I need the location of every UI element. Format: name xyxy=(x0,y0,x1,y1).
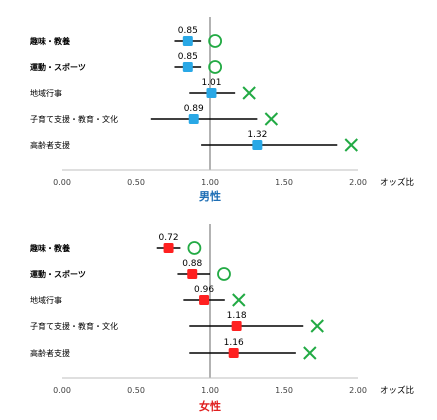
point-estimate-marker xyxy=(252,140,263,150)
x-tick-label: 0.50 xyxy=(127,178,145,187)
x-tick-label: 2.00 xyxy=(349,386,367,395)
category-label: 趣味・教養 xyxy=(29,36,70,46)
data-label: 0.85 xyxy=(178,26,198,36)
x-tick-label: 2.00 xyxy=(349,178,367,187)
category-label: 運動・スポーツ xyxy=(30,269,86,279)
data-label: 0.89 xyxy=(184,104,204,114)
significance-circle-mark xyxy=(217,267,231,281)
significance-circle-mark xyxy=(187,241,202,255)
point-estimate-marker xyxy=(163,243,174,253)
data-label: 0.72 xyxy=(159,233,179,243)
data-label: 0.96 xyxy=(194,285,214,295)
category-label: 高齢者支援 xyxy=(30,140,70,150)
point-estimate-marker xyxy=(231,321,242,331)
point-estimate-marker xyxy=(182,62,193,72)
category-label: 高齢者支援 xyxy=(30,348,70,358)
x-axis-label: オッズ比 xyxy=(380,177,414,188)
significance-cross-mark xyxy=(264,112,279,126)
category-label: 地域行事 xyxy=(30,295,62,305)
x-tick-label: 1.50 xyxy=(275,386,293,395)
significance-cross-mark xyxy=(303,346,317,360)
data-label: 0.88 xyxy=(182,259,202,269)
category-label: 運動・スポーツ xyxy=(30,62,86,72)
significance-cross-mark xyxy=(232,293,246,307)
category-label: 地域行事 xyxy=(30,88,62,98)
category-label: 子育て支援・教育・文化 xyxy=(30,114,118,124)
data-label: 1.16 xyxy=(224,338,244,348)
significance-circle-mark xyxy=(208,60,223,74)
x-tick-label: 0.00 xyxy=(53,178,71,187)
data-label: 1.01 xyxy=(201,78,221,88)
category-label: 子育て支援・教育・文化 xyxy=(30,321,118,331)
x-tick-label: 0.50 xyxy=(127,386,145,395)
category-label: 趣味・教養 xyxy=(29,243,70,253)
x-tick-label: 1.50 xyxy=(275,178,293,187)
significance-circle-mark xyxy=(208,34,223,48)
x-tick-label: 1.00 xyxy=(201,178,219,187)
point-estimate-marker xyxy=(199,295,210,305)
panel-title: 男性 xyxy=(199,189,221,203)
significance-cross-mark xyxy=(310,319,324,333)
point-estimate-marker xyxy=(206,88,217,98)
panel-title: 女性 xyxy=(199,399,221,413)
x-axis-label: オッズ比 xyxy=(380,385,414,396)
data-label: 1.32 xyxy=(247,130,267,140)
point-estimate-marker xyxy=(187,269,198,279)
point-estimate-marker xyxy=(188,114,199,124)
data-label: 0.85 xyxy=(178,52,198,62)
x-tick-label: 1.00 xyxy=(201,386,219,395)
significance-cross-mark xyxy=(344,138,358,152)
point-estimate-marker xyxy=(182,36,193,46)
data-label: 1.18 xyxy=(227,311,247,321)
significance-cross-mark xyxy=(242,86,256,100)
point-estimate-marker xyxy=(228,348,239,358)
x-tick-label: 0.00 xyxy=(53,386,71,395)
